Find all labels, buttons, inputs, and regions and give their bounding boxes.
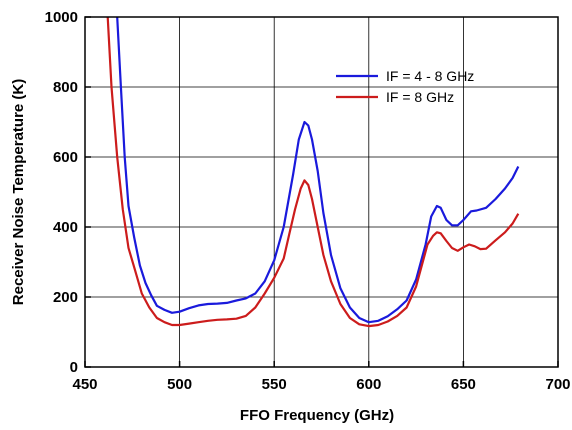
y-tick-label: 0 [70,359,78,376]
series-lines [106,16,520,328]
axis-ticks [84,16,559,368]
y-tick-label: 200 [53,289,78,306]
x-tick-label: 700 [545,376,570,393]
x-tick-label: 650 [451,376,476,393]
y-tick-labels: 0 200 400 600 800 1000 [45,9,78,376]
legend-label-1: IF = 4 - 8 GHz [386,68,474,84]
plot-frame [84,16,559,368]
x-tick-label: 500 [167,376,192,393]
series-line-1 [116,16,520,324]
y-tick-label: 800 [53,79,78,96]
y-tick-label: 1000 [45,9,78,26]
legend-label-2: IF = 8 GHz [386,89,454,105]
legend: IF = 4 - 8 GHz IF = 8 GHz [336,68,474,105]
y-tick-label: 600 [53,149,78,166]
series-line-2 [106,16,520,328]
x-tick-label: 550 [262,376,287,393]
x-tick-labels: 450 500 550 600 650 700 [72,376,570,393]
y-tick-label: 400 [53,219,78,236]
x-axis-title: FFO Frequency (GHz) [240,407,394,424]
x-tick-label: 450 [72,376,97,393]
y-axis-title: Receiver Noise Temperature (K) [10,79,27,305]
x-tick-label: 600 [356,376,381,393]
